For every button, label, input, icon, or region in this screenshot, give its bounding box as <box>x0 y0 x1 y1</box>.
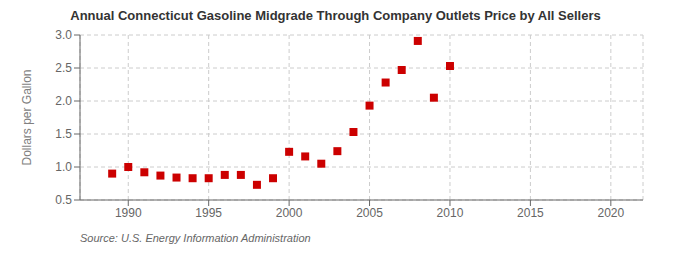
svg-text:2005: 2005 <box>356 206 383 220</box>
svg-text:3.0: 3.0 <box>55 28 72 42</box>
svg-text:1990: 1990 <box>115 206 142 220</box>
svg-text:2000: 2000 <box>276 206 303 220</box>
html-text:Annual Connecticut Gasoline Mi: Annual Connecticut Gasoline Midgrade Thr… <box>70 8 601 23</box>
svg-text:2010: 2010 <box>437 206 464 220</box>
html-text:Source: U.S. Energy Informatio: Source: U.S. Energy Information Administ… <box>80 232 311 244</box>
svg-text:Dollars per Gallon: Dollars per Gallon <box>20 69 34 165</box>
svg-text:1995: 1995 <box>195 206 222 220</box>
svg-text:1.0: 1.0 <box>55 160 72 174</box>
svg-text:1.5: 1.5 <box>55 127 72 141</box>
svg-text:2015: 2015 <box>517 206 544 220</box>
svg-text:0.5: 0.5 <box>55 193 72 207</box>
svg-text:2.5: 2.5 <box>55 61 72 75</box>
svg-text:2.0: 2.0 <box>55 94 72 108</box>
svg-text:2020: 2020 <box>597 206 624 220</box>
